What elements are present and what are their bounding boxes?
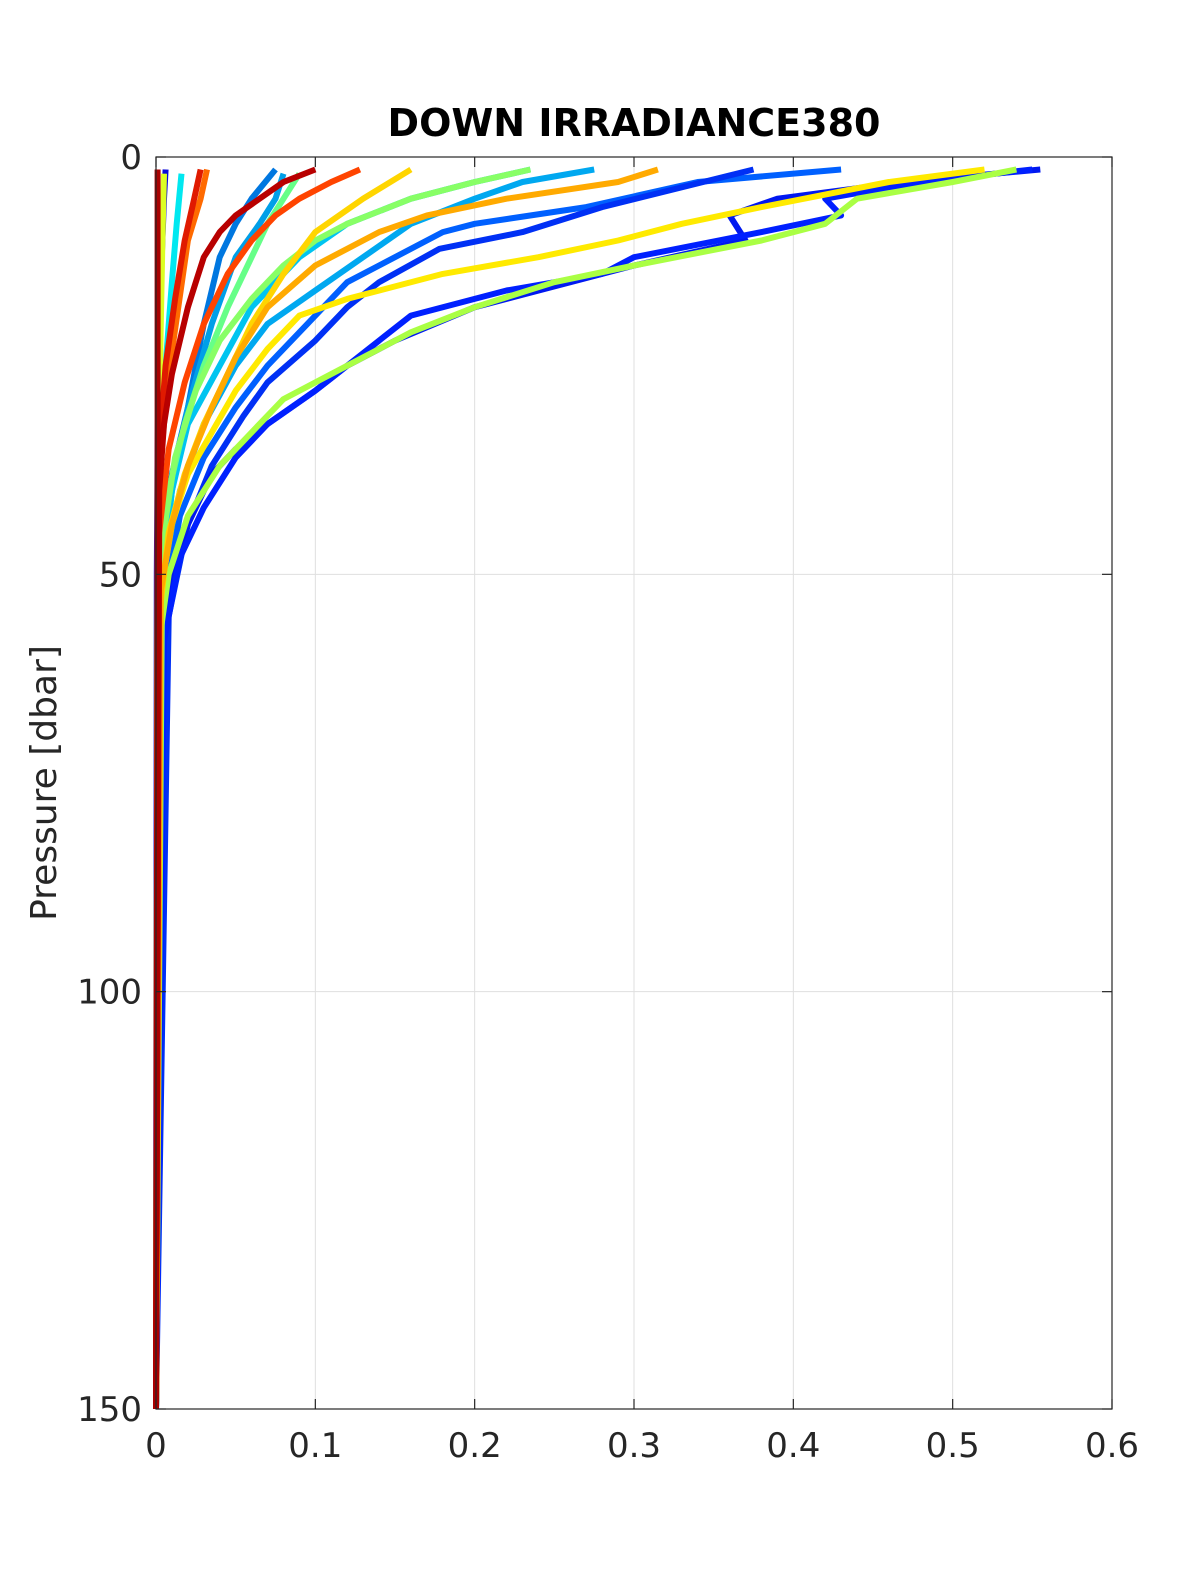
- grid: [155, 156, 1113, 1410]
- series-line-9: [153, 166, 1041, 1410]
- series-line-13: [153, 166, 1017, 1410]
- y-axis-label: Pressure [dbar]: [24, 645, 65, 921]
- ticks: 0 0.1 0.2 0.3 0.4 0.5 0.6 0 50 100 150: [77, 138, 1139, 1466]
- y-tick-label: 100: [77, 973, 142, 1013]
- series-line-12: [153, 166, 532, 1410]
- series-line-6: [153, 166, 595, 1410]
- y-tick-label: 50: [99, 555, 142, 595]
- x-tick-label: 0.6: [1085, 1426, 1139, 1466]
- series-line-21: [153, 166, 317, 1410]
- series-line-10: [153, 166, 1033, 1410]
- chart-title: DOWN IRRADIANCE380: [388, 101, 881, 145]
- series-line-7: [153, 166, 842, 1410]
- x-tick-label: 0: [145, 1426, 167, 1466]
- y-tick-label: 0: [120, 138, 142, 178]
- x-tick-label: 0.1: [288, 1426, 342, 1466]
- series-group: [153, 166, 1041, 1410]
- x-tick-label: 0.5: [926, 1426, 980, 1466]
- x-tick-label: 0.2: [448, 1426, 502, 1466]
- y-tick-label: 150: [77, 1390, 142, 1430]
- series-line-19: [153, 166, 362, 1410]
- x-tick-label: 0.3: [607, 1426, 661, 1466]
- series-line-17: [153, 166, 659, 1410]
- x-tick-label: 0.4: [766, 1426, 820, 1466]
